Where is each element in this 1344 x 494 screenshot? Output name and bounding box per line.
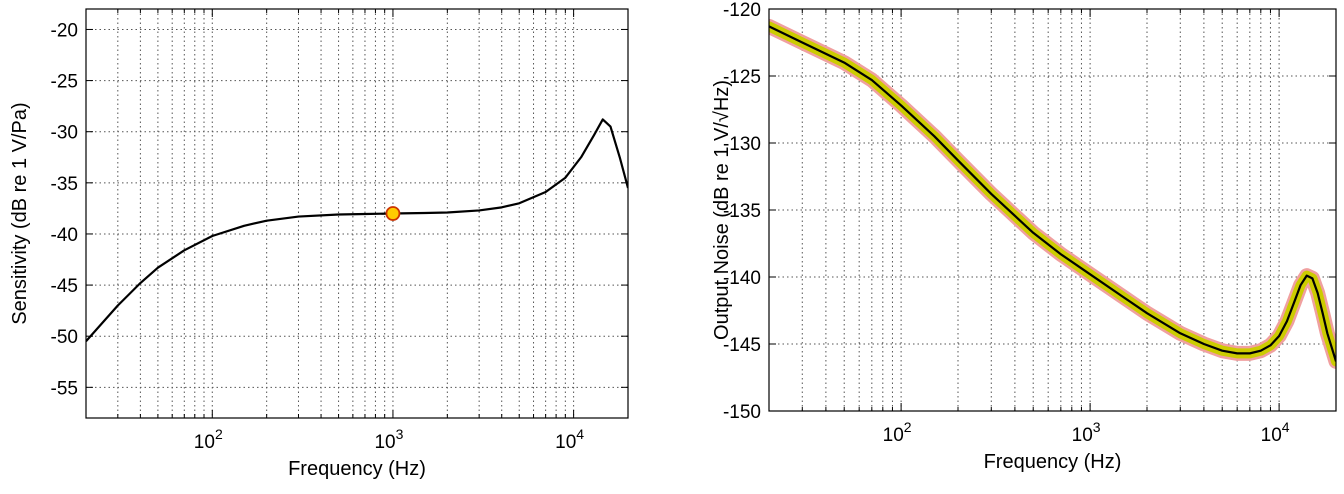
series-line — [86, 118, 628, 343]
axes-frame — [85, 8, 629, 419]
y-tick-label: -50 — [51, 327, 78, 348]
x-tick-label: 102 — [883, 419, 912, 446]
grid — [86, 9, 628, 418]
series-line — [769, 25, 1336, 362]
y-tick-label: -45 — [51, 276, 78, 297]
output-noise-chart: -120 -125 -130 -135 -140 -145 -150 102 103 104 Fre… — [711, 0, 1337, 473]
x-tick-label: 104 — [1261, 419, 1290, 446]
data-layer — [769, 18, 1336, 369]
y-tick-label: -40 — [51, 225, 78, 246]
y-tick-label: -130 — [723, 134, 761, 155]
x-axis-label: Frequency (Hz) — [288, 458, 426, 480]
y-tick-label: -35 — [51, 174, 78, 195]
y-tick-label: -120 — [723, 0, 761, 21]
y-tick-label: -140 — [723, 268, 761, 289]
x-axis-label: Frequency (Hz) — [984, 451, 1122, 473]
y-tick-label: -55 — [51, 378, 78, 399]
x-tick-label: 103 — [374, 426, 403, 453]
y-axis-label: Output Noise (dB re 1 V/√Hz) — [711, 80, 733, 340]
axes-frame — [768, 8, 1337, 412]
x-tick-label: 102 — [194, 426, 223, 453]
y-axis-label: Sensitivity (dB re 1 V/Pa) — [9, 102, 31, 324]
y-tick-label: -150 — [723, 402, 761, 423]
y-tick-label: -30 — [51, 123, 78, 144]
y-tick-label: -135 — [723, 201, 761, 222]
y-tick-label: -25 — [51, 72, 78, 93]
reference-point-marker — [385, 206, 401, 221]
data-layer — [86, 118, 628, 343]
x-tick-label: 104 — [555, 426, 584, 453]
x-tick-label: 103 — [1072, 419, 1101, 446]
y-tick-label: -20 — [51, 20, 78, 41]
sensitivity-chart: -20 -25 -30 -35 -40 -45 -50 -55 102 103 104 Frequen… — [9, 8, 629, 480]
y-tick-label: -125 — [723, 67, 761, 88]
y-tick-label: -145 — [723, 335, 761, 356]
